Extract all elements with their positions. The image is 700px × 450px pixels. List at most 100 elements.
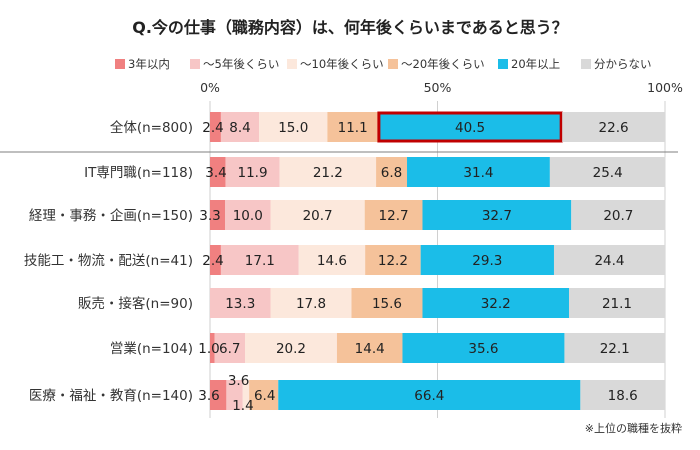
bar-segment — [298, 245, 366, 275]
highlight-frame — [377, 111, 563, 143]
bar-segment — [210, 380, 227, 410]
category-label: 販売・接客(n=90) — [78, 295, 193, 312]
bar-segment — [270, 200, 365, 230]
bar-row: 医療・福祉・教育(n=140) 3.6 3.6 1.46.4 66.4 18.6 — [29, 373, 665, 414]
bar-segment — [571, 200, 666, 230]
axis-ticks: 0% 50% 100% — [200, 80, 683, 95]
data-label: 21.1 — [602, 296, 632, 312]
data-label: 6.8 — [381, 165, 402, 181]
bar-row: IT専門職(n=118) 3.4 11.9 21.2 6.8 31.4 25.4 — [84, 157, 666, 187]
data-label: 15.6 — [372, 296, 402, 312]
legend-swatch — [115, 59, 125, 69]
legend-label: ～5年後くらい — [203, 57, 279, 71]
data-label: 17.1 — [245, 253, 275, 269]
bar-segment — [580, 380, 665, 410]
legend-swatch — [498, 59, 508, 69]
bar-segment — [553, 245, 665, 275]
bar-segment — [210, 157, 226, 187]
data-label: 12.7 — [379, 208, 409, 224]
data-label: 3.6 — [198, 388, 219, 404]
bar-row: 営業(n=104) 1.0 6.7 20.2 14.4 35.6 22.1 — [110, 333, 665, 363]
data-label: 66.4 — [414, 388, 444, 404]
data-label: 22.6 — [599, 120, 629, 136]
data-label: 2.4 — [202, 253, 223, 269]
bar-segment — [259, 112, 328, 142]
bar-segment — [210, 288, 271, 318]
bar-segment — [422, 288, 569, 318]
bar-segment — [327, 112, 378, 142]
data-label: 10.0 — [233, 208, 263, 224]
bar-segment — [364, 200, 423, 230]
bar-segment — [242, 380, 250, 410]
bar-segment — [210, 245, 221, 275]
data-label: 13.3 — [225, 296, 255, 312]
data-label: 20.7 — [303, 208, 333, 224]
bar-segment — [225, 157, 280, 187]
bar-row: 全体(n=800) 2.4 8.4 15.0 11.1 40.5 22.6 — [110, 111, 665, 143]
bar-row: 販売・接客(n=90) 13.3 17.8 15.6 32.2 21.1 — [78, 288, 665, 318]
data-label: 22.1 — [600, 341, 630, 357]
bar-segment — [249, 380, 279, 410]
legend-label: ～10年後くらい — [300, 57, 384, 71]
bar-segment — [407, 157, 550, 187]
bar-segment — [279, 157, 377, 187]
data-label: 14.4 — [355, 341, 385, 357]
data-label: 2.4 — [202, 120, 223, 136]
data-label: 21.2 — [313, 165, 343, 181]
chart-title: Q.今の仕事（職務内容）は、何年後くらいまであると思う？ — [132, 18, 568, 37]
bar-segment — [220, 112, 260, 142]
bar-row: 技能工・物流・配送(n=41) 2.4 17.1 14.6 12.2 29.3 24.4 — [24, 245, 665, 275]
legend-label: 20年以上 — [511, 57, 560, 71]
legend-label: 分からない — [594, 57, 652, 71]
data-label: 17.8 — [296, 296, 326, 312]
bar-segment — [365, 245, 421, 275]
data-label: 31.4 — [463, 165, 493, 181]
data-label: 11.9 — [238, 165, 268, 181]
bar-segment — [351, 288, 423, 318]
data-label: 25.4 — [593, 165, 623, 181]
data-label: 3.4 — [205, 165, 226, 181]
bar-segment — [377, 112, 563, 142]
data-label: 24.4 — [594, 253, 624, 269]
bar-segment — [336, 333, 403, 363]
legend-label: ～20年後くらい — [401, 57, 485, 71]
data-label: 6.7 — [219, 341, 240, 357]
bar-segment — [226, 380, 243, 410]
bar-segment — [562, 112, 665, 142]
bar-segment — [549, 157, 666, 187]
data-label: 40.5 — [455, 120, 485, 136]
category-label: IT専門職(n=118) — [84, 165, 193, 181]
data-label: 1.4 — [232, 398, 253, 414]
bar-segment — [210, 333, 215, 363]
legend-swatch — [287, 59, 297, 69]
data-label: 6.4 — [254, 388, 275, 404]
category-label: 営業(n=104) — [110, 341, 193, 357]
bar-row: 経理・事務・企画(n=150) 3.3 10.0 20.7 12.7 32.7 20.7 — [29, 200, 666, 230]
data-label: 29.3 — [472, 253, 502, 269]
bar-segment — [420, 245, 554, 275]
data-label: 20.7 — [603, 208, 633, 224]
category-label: 全体(n=800) — [110, 119, 193, 136]
bar-segment — [214, 333, 246, 363]
data-label: 32.2 — [481, 296, 511, 312]
bar-segment — [210, 112, 221, 142]
data-label: 18.6 — [608, 388, 638, 404]
data-label: 35.6 — [468, 341, 498, 357]
legend-swatch — [388, 59, 398, 69]
data-label: 20.2 — [276, 341, 306, 357]
legend-swatch — [581, 59, 591, 69]
bar-segment — [564, 333, 665, 363]
axis-tick-label: 50% — [424, 80, 452, 95]
bar-segment — [270, 288, 352, 318]
data-label: 8.4 — [229, 120, 250, 136]
bar-segment — [210, 200, 226, 230]
axis-tick-label: 0% — [200, 80, 220, 95]
bar-segment — [245, 333, 337, 363]
legend-label: 3年以内 — [128, 57, 170, 71]
data-label: 14.6 — [317, 253, 347, 269]
data-label: 15.0 — [278, 120, 308, 136]
bar-segment — [376, 157, 408, 187]
bar-segment — [422, 200, 572, 230]
